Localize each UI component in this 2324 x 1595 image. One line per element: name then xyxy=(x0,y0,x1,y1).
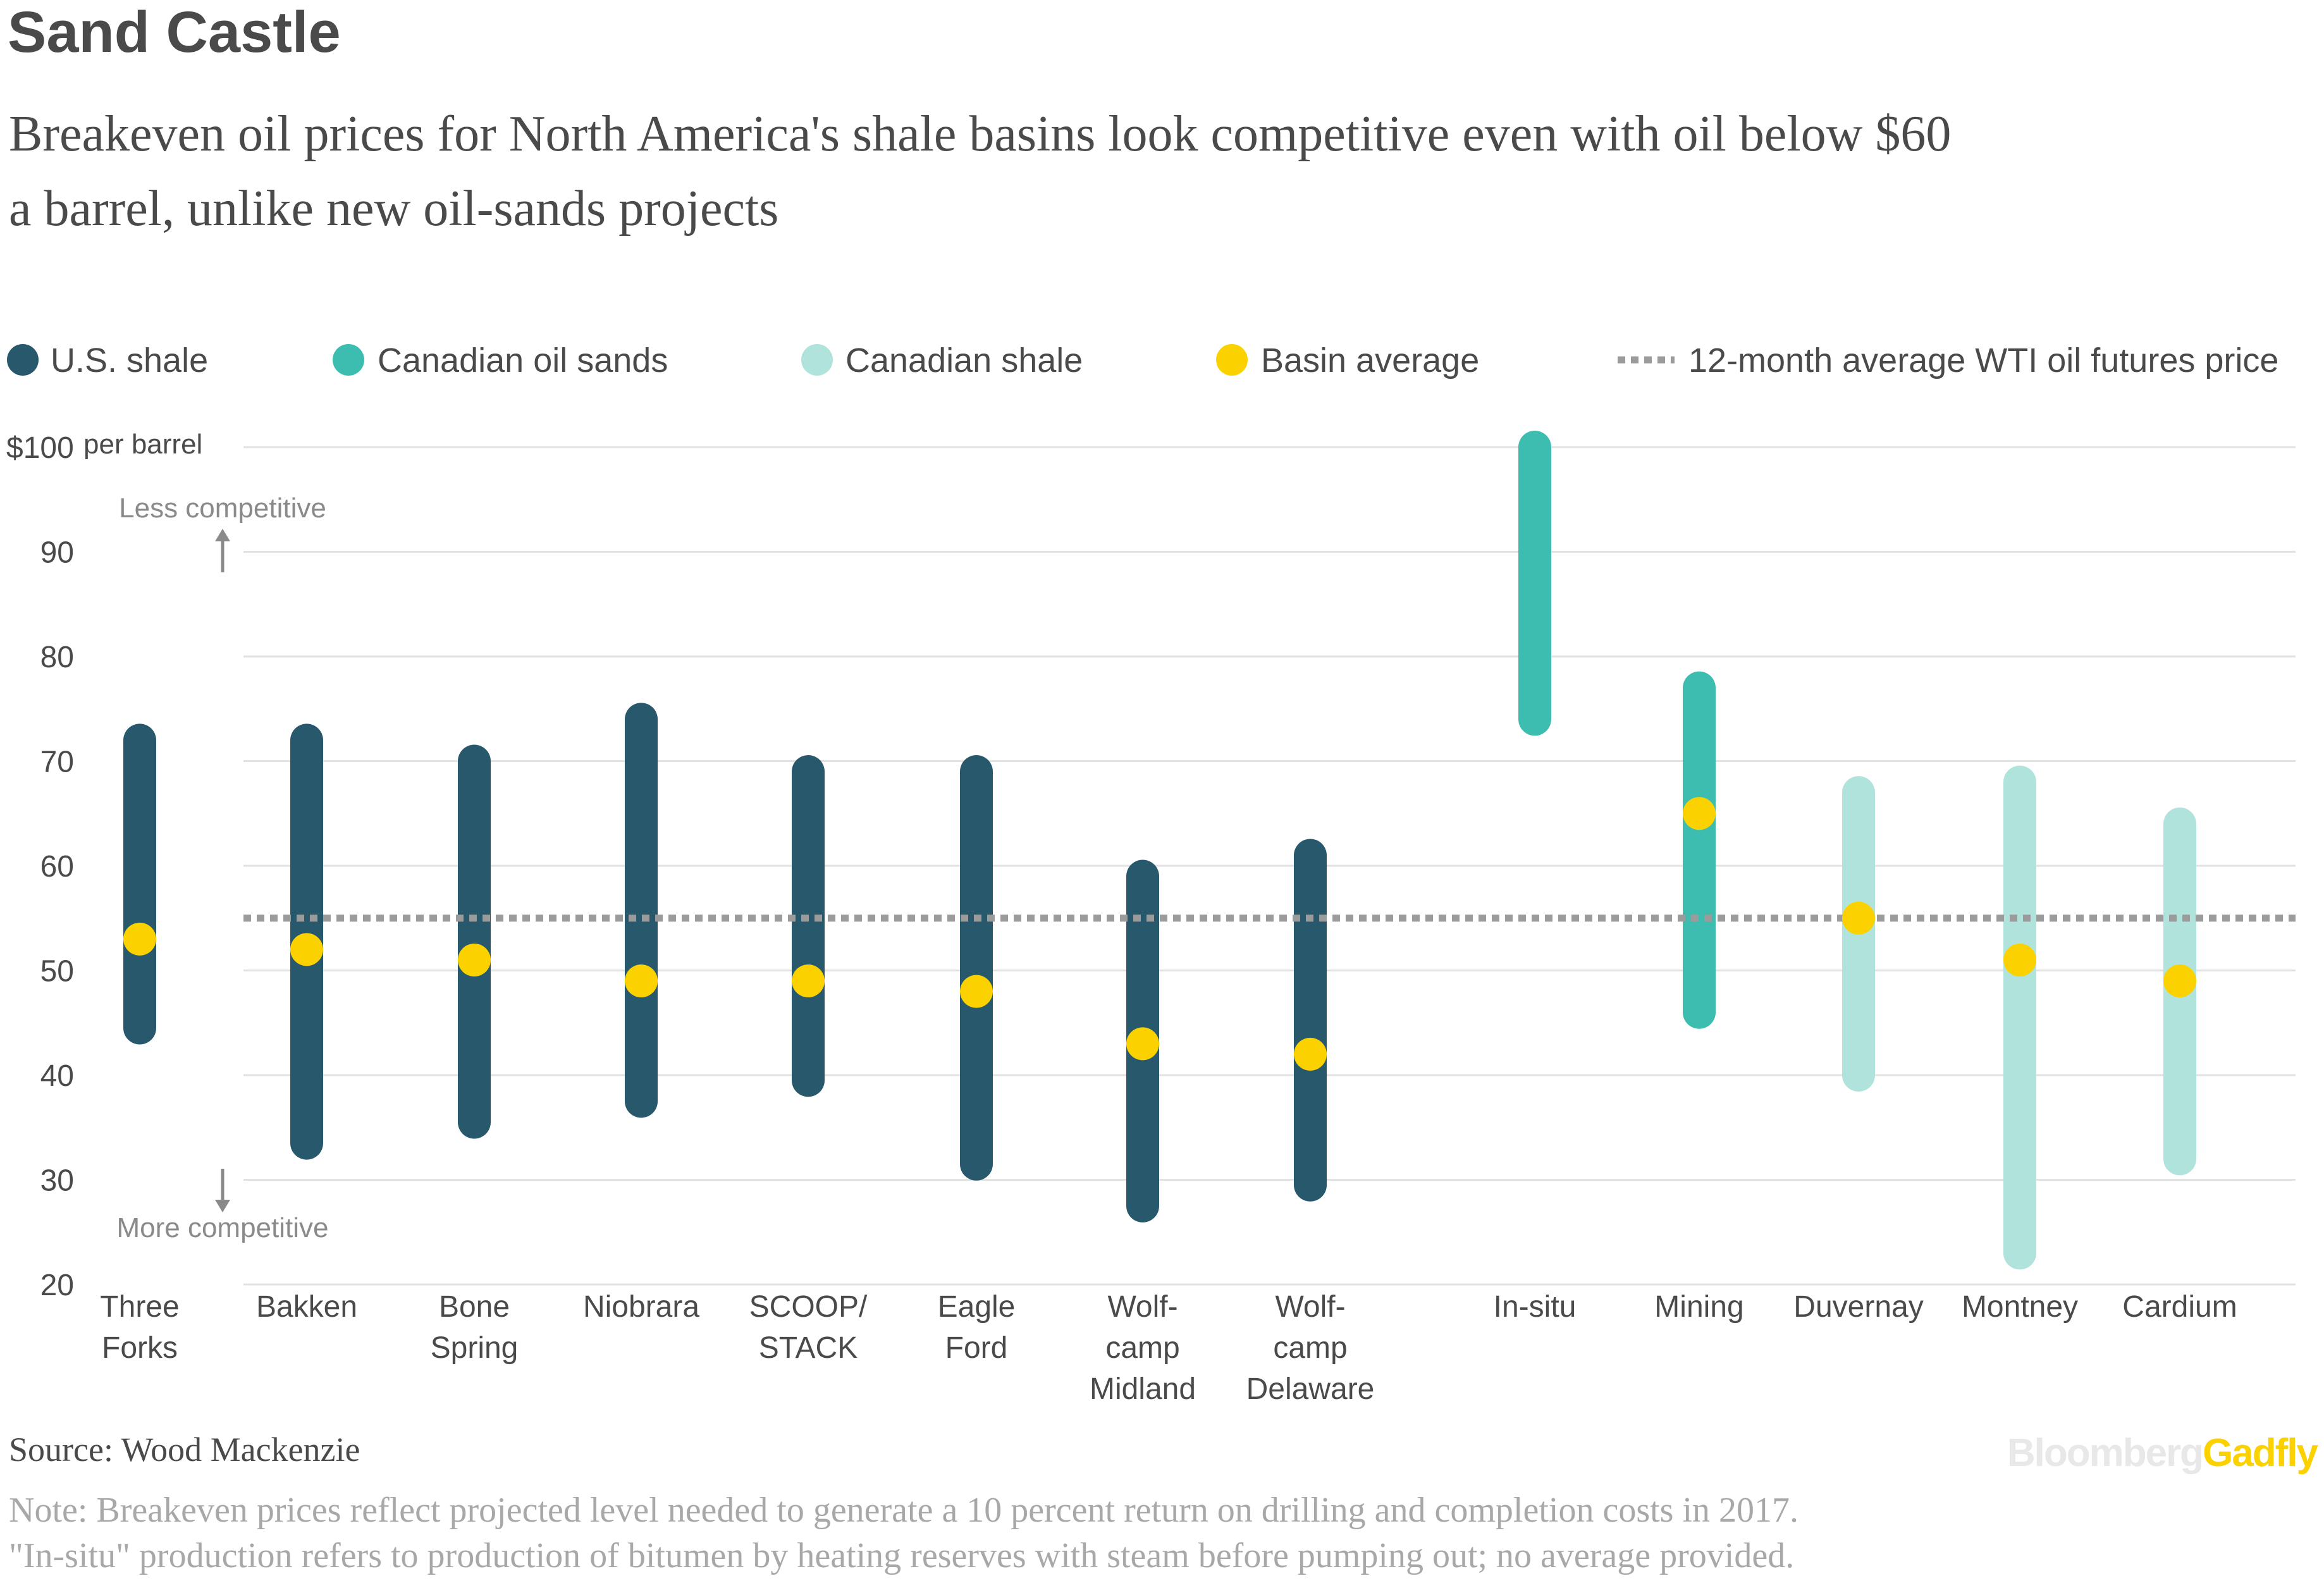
note-line1: Note: Breakeven prices reflect projected… xyxy=(9,1491,1798,1530)
y-axis-ticks: 20 30 40 50 60 70 80 90 $100 xyxy=(6,431,74,1302)
legend-wti-label: 12-month average WTI oil futures price xyxy=(1688,342,2278,379)
average-dot-scoop-stack xyxy=(792,964,825,998)
y-tick-label: 20 xyxy=(40,1269,74,1302)
logo-bloomberg-part: Bloomberg xyxy=(2007,1431,2203,1475)
category-label-montney: Montney xyxy=(1962,1290,2078,1324)
category-label-wolf-camp-delaware: camp xyxy=(1273,1331,1347,1365)
average-dot-three-forks xyxy=(123,922,156,956)
legend-canadian-shale-swatch xyxy=(801,344,833,376)
category-label-duvernay: Duvernay xyxy=(1793,1290,1923,1324)
y-tick-label: 30 xyxy=(40,1164,74,1198)
legend-basin-average-swatch xyxy=(1216,344,1248,376)
category-label-scoop-stack: SCOOP/ xyxy=(749,1290,868,1324)
chart-subtitle-line2: a barrel, unlike new oil-sands projects xyxy=(9,181,778,237)
category-label-wolf-camp-midland: camp xyxy=(1105,1331,1179,1365)
grid-lines xyxy=(243,446,2296,1286)
y-tick-label: 90 xyxy=(40,536,74,570)
category-label-mining: Mining xyxy=(1654,1290,1743,1324)
category-label-wolf-camp-midland: Wolf- xyxy=(1107,1290,1177,1324)
note-line2: "In-situ" production refers to productio… xyxy=(9,1536,1794,1575)
average-dot-wolf-camp-midland xyxy=(1126,1027,1159,1061)
average-dot-cardium xyxy=(2163,964,2196,998)
category-label-in-situ: In-situ xyxy=(1494,1290,1577,1324)
y-tick-label: 40 xyxy=(40,1059,74,1093)
category-label-eagle-ford: Ford xyxy=(945,1331,1008,1365)
legend-us-shale-label: U.S. shale xyxy=(51,342,208,379)
category-label-three-forks: Forks xyxy=(102,1331,178,1365)
down-arrow-head-icon xyxy=(215,1200,230,1212)
legend-oil-sands-swatch xyxy=(333,344,364,376)
category-label-eagle-ford: Eagle xyxy=(938,1290,1016,1324)
category-label-wolf-camp-delaware: Delaware xyxy=(1246,1372,1375,1406)
up-arrow-head-icon xyxy=(215,529,230,541)
category-label-bone-spring: Spring xyxy=(431,1331,519,1365)
y-tick-label: 80 xyxy=(40,641,74,674)
category-label-three-forks: Three xyxy=(100,1290,179,1324)
average-dot-mining xyxy=(1683,797,1716,830)
legend: U.S. shale Canadian oil sands Canadian s… xyxy=(7,342,2278,379)
average-dot-bakken xyxy=(290,933,323,966)
average-dot-wolf-camp-delaware xyxy=(1294,1037,1327,1071)
more-competitive-label: More competitive xyxy=(116,1212,328,1243)
average-dot-duvernay xyxy=(1842,901,1875,935)
category-label-bone-spring: Bone xyxy=(439,1290,510,1324)
legend-canadian-shale-label: Canadian shale xyxy=(845,342,1083,379)
source-text: Source: Wood Mackenzie xyxy=(9,1431,360,1469)
less-competitive-label: Less competitive xyxy=(119,493,326,524)
more-competitive-annotation: More competitive xyxy=(116,1169,329,1243)
logo-gadfly-part: Gadfly xyxy=(2203,1431,2318,1475)
average-dot-niobrara xyxy=(625,964,658,998)
category-label-wolf-camp-delaware: Wolf- xyxy=(1275,1290,1345,1324)
y-tick-label: 60 xyxy=(40,850,74,884)
category-label-cardium: Cardium xyxy=(2122,1290,2237,1324)
category-label-niobrara: Niobrara xyxy=(583,1290,699,1324)
average-markers xyxy=(123,797,2196,1071)
y-axis-unit-label: per barrel xyxy=(83,429,202,460)
category-label-scoop-stack: STACK xyxy=(759,1331,858,1365)
average-dot-bone-spring xyxy=(458,943,491,976)
category-label-bakken: Bakken xyxy=(256,1290,357,1324)
legend-oil-sands-label: Canadian oil sands xyxy=(378,342,668,379)
chart-subtitle-line1: Breakeven oil prices for North America's… xyxy=(9,106,1951,162)
chart-title: Sand Castle xyxy=(8,0,341,65)
bloomberg-gadfly-logo: BloombergGadfly xyxy=(2007,1431,2319,1475)
legend-us-shale-swatch xyxy=(7,344,39,376)
y-tick-label: $100 xyxy=(6,431,74,465)
range-bars xyxy=(123,431,2196,1270)
category-labels: Three Forks Bakken Bone Spring Niobrara SCOOP/… xyxy=(100,1290,2237,1406)
y-tick-label: 50 xyxy=(40,955,74,988)
category-label-wolf-camp-midland: Midland xyxy=(1090,1372,1196,1406)
average-dot-montney xyxy=(2003,943,2036,976)
legend-basin-average-label: Basin average xyxy=(1261,342,1479,379)
average-dot-eagle-ford xyxy=(960,975,993,1008)
less-competitive-annotation: Less competitive xyxy=(119,493,326,572)
y-tick-label: 70 xyxy=(40,746,74,779)
